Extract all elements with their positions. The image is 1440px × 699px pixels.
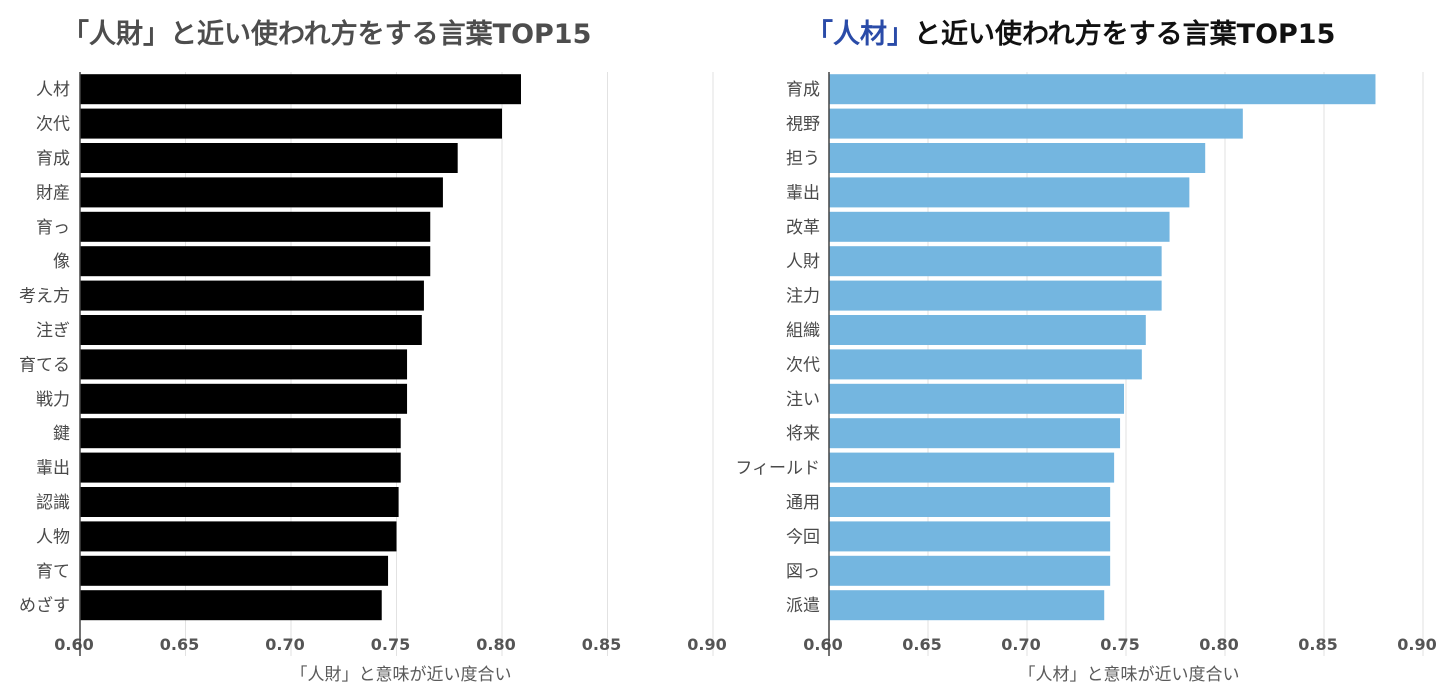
left-category-label: 注ぎ: [36, 321, 70, 341]
left-category-label: 戦力: [36, 390, 70, 410]
left-category-label: 財産: [36, 183, 70, 203]
left-bar: [80, 211, 431, 242]
left-bar: [80, 487, 399, 517]
left-x-tick-label: 0.90: [687, 635, 726, 654]
right-bar: [829, 383, 1125, 414]
right-category-label: 次代: [786, 355, 820, 375]
right-bar: [829, 315, 1146, 345]
left-category-label: 人物: [36, 527, 70, 547]
right-x-axis-title: 「人材」と意味が近い度合い: [1018, 665, 1240, 685]
right-bar: [829, 418, 1121, 449]
right-x-tick-label: 0.70: [1001, 635, 1040, 654]
right-title-highlight: 「人材」: [806, 19, 914, 50]
left-bar: [80, 246, 431, 277]
left-category-label: 輩出: [36, 459, 70, 479]
right-category-label: 人財: [786, 252, 820, 272]
left-category-label: 人材: [36, 80, 70, 100]
left-bar: [80, 418, 401, 449]
left-x-tick-label: 0.60: [54, 635, 93, 654]
left-category-label: 育っ: [36, 218, 70, 238]
left-category-label: 次代: [36, 115, 70, 135]
left-bar: [80, 108, 502, 139]
right-bar: [829, 143, 1206, 173]
right-category-label: 図っ: [786, 562, 820, 582]
left-x-axis-title: 「人財」と意味が近い度合い: [290, 665, 512, 685]
left-category-label: 像: [53, 252, 70, 272]
right-bar: [829, 177, 1190, 208]
right-bar: [829, 211, 1170, 242]
right-bar: [829, 521, 1111, 552]
left-x-tick-label: 0.85: [582, 635, 621, 654]
left-category-label: めざす: [19, 595, 70, 616]
right-category-label: 育成: [786, 80, 820, 100]
left-category-label: 認識: [36, 493, 70, 513]
right-bar: [829, 280, 1162, 311]
left-bar: [80, 280, 424, 311]
left-bar: [80, 315, 422, 345]
right-bar: [829, 349, 1142, 380]
right-bar: [829, 590, 1105, 621]
right-bar: [829, 555, 1111, 586]
right-x-tick-label: 0.75: [1100, 635, 1139, 654]
left-bar: [80, 349, 408, 380]
left-bar: [80, 74, 521, 105]
right-x-tick-label: 0.80: [1199, 635, 1238, 654]
right-category-label: 将来: [786, 424, 820, 444]
left-x-tick-label: 0.70: [265, 635, 304, 654]
right-category-label: 改革: [786, 218, 820, 238]
left-bar: [80, 452, 401, 483]
right-category-label: 通用: [786, 493, 820, 513]
left-bar: [80, 590, 382, 621]
left-bar: [80, 521, 397, 552]
right-category-label: 注力: [786, 287, 820, 307]
left-category-label: 鍵: [53, 424, 70, 444]
right-x-tick-label: 0.85: [1298, 635, 1337, 654]
right-category-label: 組織: [786, 321, 820, 341]
left-bar: [80, 177, 443, 208]
left-category-label: 育て: [36, 562, 70, 582]
left-x-tick-label: 0.65: [160, 635, 199, 654]
right-bar: [829, 487, 1111, 517]
right-category-label: 今回: [786, 527, 820, 547]
left-x-tick-label: 0.80: [476, 635, 515, 654]
right-bar: [829, 452, 1115, 483]
right-x-tick-label: 0.65: [902, 635, 941, 654]
left-category-label: 育成: [36, 149, 70, 169]
right-category-label: 注い: [786, 390, 820, 410]
right-bar: [829, 74, 1376, 105]
left-x-tick-label: 0.75: [371, 635, 410, 654]
right-category-label: フィールド: [735, 459, 820, 479]
left-bar: [80, 143, 458, 173]
right-bar: [829, 108, 1243, 139]
right-bar: [829, 246, 1162, 277]
right-category-label: 派遣: [786, 596, 820, 616]
left-category-label: 育てる: [19, 355, 70, 375]
right-category-label: 輩出: [786, 183, 820, 203]
right-title-rest: と近い使われ方をする言葉TOP15: [914, 19, 1336, 50]
right-category-label: 視野: [786, 115, 820, 135]
right-chart-title: 「人材」と近い使われ方をする言葉TOP15: [806, 12, 1335, 51]
right-x-tick-label: 0.60: [803, 635, 842, 654]
left-bar: [80, 383, 408, 414]
left-chart-title: 「人財」と近い使われ方をする言葉TOP15: [62, 19, 592, 50]
left-category-label: 考え方: [19, 287, 70, 307]
left-bar: [80, 555, 389, 586]
right-category-label: 担う: [786, 149, 820, 169]
right-x-tick-label: 0.90: [1397, 635, 1436, 654]
